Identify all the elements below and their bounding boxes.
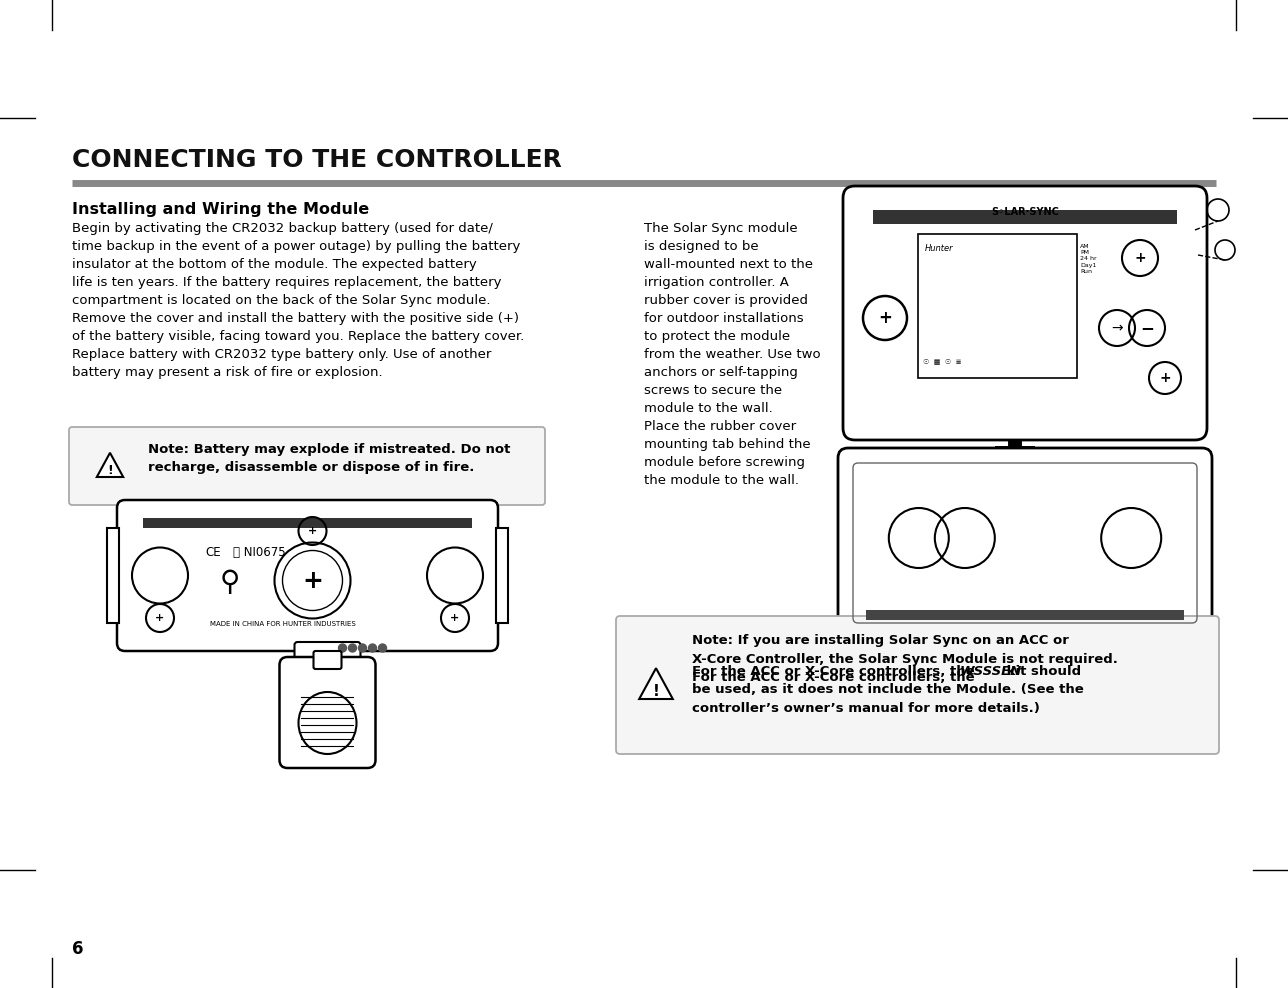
Text: ⚲: ⚲	[220, 568, 240, 596]
Text: kit should: kit should	[1002, 666, 1081, 679]
Text: WSSSEN: WSSSEN	[960, 666, 1023, 679]
Text: −: −	[1140, 319, 1154, 337]
Circle shape	[349, 644, 357, 652]
Text: !: !	[653, 684, 659, 699]
Polygon shape	[639, 668, 672, 699]
Text: Begin by activating the CR2032 backup battery (used for date/
time backup in the: Begin by activating the CR2032 backup ba…	[72, 222, 524, 379]
Text: Note: If you are installing Solar Sync on an ACC or
X-Core Controller, the Solar: Note: If you are installing Solar Sync o…	[692, 634, 1118, 684]
Text: +: +	[1135, 251, 1146, 265]
FancyBboxPatch shape	[295, 642, 361, 668]
Text: Ⓝ NI0675: Ⓝ NI0675	[233, 546, 286, 559]
Circle shape	[358, 644, 367, 652]
Text: Hunter: Hunter	[925, 244, 953, 253]
Text: +: +	[303, 568, 323, 593]
Text: The Solar Sync module
is designed to be
wall-mounted next to the
irrigation cont: The Solar Sync module is designed to be …	[644, 222, 820, 487]
Text: CE: CE	[205, 546, 220, 559]
Text: Installing and Wiring the Module: Installing and Wiring the Module	[72, 202, 370, 217]
FancyBboxPatch shape	[838, 448, 1212, 638]
FancyBboxPatch shape	[70, 427, 545, 505]
FancyBboxPatch shape	[866, 610, 1184, 620]
FancyBboxPatch shape	[313, 651, 341, 669]
Circle shape	[339, 644, 346, 652]
Text: +: +	[451, 613, 460, 623]
Text: !: !	[107, 463, 113, 476]
Text: →: →	[1112, 321, 1123, 335]
FancyBboxPatch shape	[143, 518, 471, 528]
Text: 6: 6	[72, 940, 84, 958]
Text: MADE IN CHINA FOR HUNTER INDUSTRIES: MADE IN CHINA FOR HUNTER INDUSTRIES	[210, 621, 355, 627]
FancyBboxPatch shape	[107, 528, 118, 623]
Text: +: +	[1159, 371, 1171, 385]
Circle shape	[368, 644, 376, 652]
Circle shape	[379, 644, 386, 652]
FancyBboxPatch shape	[844, 186, 1207, 440]
Text: CONNECTING TO THE CONTROLLER: CONNECTING TO THE CONTROLLER	[72, 148, 562, 172]
FancyBboxPatch shape	[918, 234, 1077, 378]
FancyBboxPatch shape	[616, 616, 1218, 754]
Text: For the ACC or X-Core controllers, the: For the ACC or X-Core controllers, the	[692, 666, 979, 679]
Polygon shape	[97, 453, 124, 477]
Text: +: +	[156, 613, 165, 623]
Text: AM
PM
24 hr
Day1
Run: AM PM 24 hr Day1 Run	[1081, 244, 1096, 274]
FancyBboxPatch shape	[496, 528, 507, 623]
Text: +: +	[308, 526, 317, 536]
Text: S◦LAR·SYNC: S◦LAR·SYNC	[990, 207, 1059, 217]
FancyBboxPatch shape	[279, 657, 376, 768]
FancyBboxPatch shape	[873, 210, 1177, 224]
Text: be used, as it does not include the Module. (See the
controller’s owner’s manual: be used, as it does not include the Modu…	[692, 684, 1083, 715]
Text: +: +	[878, 309, 891, 327]
FancyBboxPatch shape	[117, 500, 498, 651]
Text: ☉  ▦  ☉  ≣: ☉ ▦ ☉ ≣	[923, 358, 962, 364]
Text: Note: Battery may explode if mistreated. Do not
recharge, disassemble or dispose: Note: Battery may explode if mistreated.…	[148, 443, 510, 474]
